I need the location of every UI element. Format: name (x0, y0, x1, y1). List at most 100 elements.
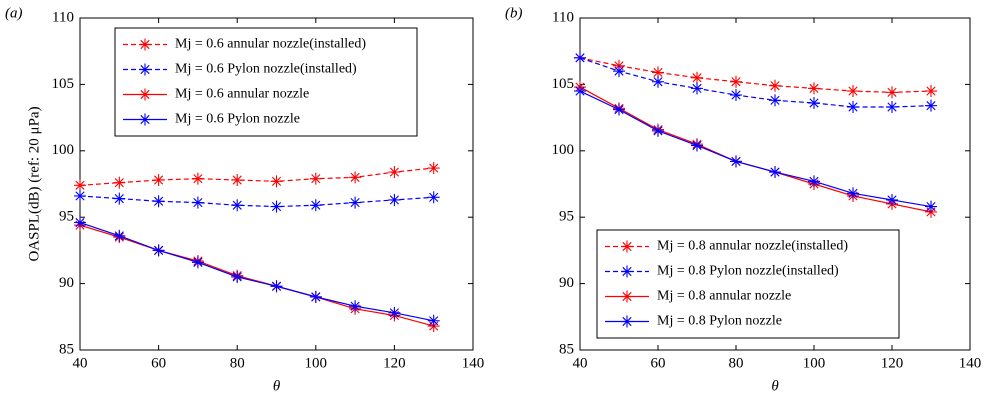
marker (139, 88, 151, 101)
marker-stroke (140, 89, 150, 100)
marker (621, 240, 633, 253)
marker (388, 306, 401, 319)
marker (574, 85, 586, 98)
marker (730, 75, 742, 88)
series-line (579, 86, 932, 213)
marker (427, 191, 440, 204)
x-tick-label: 140 (462, 355, 485, 371)
panel-label: (a) (5, 5, 23, 21)
marker-stroke (311, 292, 321, 302)
marker (309, 290, 322, 303)
marker-stroke (622, 291, 632, 302)
x-tick-label: 140 (959, 355, 982, 371)
panel-label: (b) (505, 5, 523, 21)
legend-label: Mj = 0.6 annular nozzle(installed) (175, 37, 366, 52)
marker-stroke (809, 98, 819, 108)
x-tick-label: 80 (729, 355, 744, 371)
marker (886, 100, 898, 113)
legend-label: Mj = 0.8 annular nozzle(installed) (657, 239, 848, 254)
marker-stroke (692, 140, 702, 151)
x-axis-label: θ (273, 378, 281, 394)
marker-stroke (614, 66, 624, 76)
marker-stroke (848, 86, 858, 96)
marker-stroke (809, 176, 819, 186)
marker (231, 174, 244, 187)
x-tick-label: 120 (881, 355, 904, 371)
marker (691, 139, 703, 152)
marker-stroke (154, 175, 164, 185)
marker-stroke (232, 175, 242, 185)
series-line (579, 90, 932, 208)
marker-stroke (926, 101, 936, 111)
marker (139, 63, 151, 76)
marker (769, 166, 781, 179)
marker-stroke (848, 102, 858, 112)
plot-frame (579, 17, 971, 351)
marker-stroke (622, 316, 632, 327)
x-tick-label: 40 (573, 355, 588, 371)
marker (231, 270, 244, 283)
series-line (579, 57, 932, 93)
legend: Mj = 0.6 annular nozzle(installed) Mj = 0… (114, 27, 418, 137)
marker-stroke (653, 67, 663, 78)
x-tick-label: 60 (151, 355, 166, 371)
marker (847, 187, 859, 200)
marker-stroke (114, 231, 124, 241)
marker (152, 195, 165, 208)
marker (74, 189, 86, 202)
marker (427, 162, 440, 175)
marker (808, 175, 820, 188)
legend-label: Mj = 0.8 annular nozzle (657, 289, 791, 304)
marker (113, 192, 126, 205)
marker (388, 166, 401, 179)
marker-stroke (848, 188, 858, 198)
marker-stroke (926, 201, 936, 212)
marker (309, 172, 322, 185)
marker-stroke (389, 195, 399, 205)
marker-stroke (575, 53, 585, 63)
marker-stroke (389, 167, 399, 177)
y-tick-label: 110 (52, 9, 74, 25)
legend-box (596, 229, 900, 339)
marker (427, 314, 440, 327)
marker-stroke (350, 301, 360, 311)
marker-stroke (692, 73, 702, 83)
marker (113, 229, 126, 242)
marker (886, 86, 898, 99)
x-tick-label: 60 (651, 355, 666, 371)
legend-label: Mj = 0.6 Pylon nozzle (175, 112, 300, 127)
marker-stroke (140, 114, 150, 125)
marker (349, 196, 362, 209)
marker (613, 65, 625, 78)
legend-label: Mj = 0.8 Pylon nozzle (657, 314, 782, 329)
y-tick-label: 95 (559, 209, 574, 225)
marker-stroke (770, 81, 780, 91)
series-line (79, 167, 434, 186)
marker (139, 38, 151, 51)
y-axis-label: OASPL(dB) (ref: 20 μPa) (26, 106, 42, 261)
marker-stroke (887, 195, 897, 205)
marker (652, 124, 664, 137)
marker (769, 94, 781, 107)
marker (652, 75, 664, 88)
marker (847, 85, 859, 98)
marker (808, 82, 820, 95)
marker (574, 51, 586, 64)
marker (925, 99, 937, 112)
marker-stroke (271, 176, 282, 186)
marker-stroke (614, 105, 624, 115)
x-tick-label: 40 (73, 355, 88, 371)
marker-stroke (887, 87, 897, 97)
marker-stroke (926, 86, 936, 96)
marker-stroke (140, 39, 150, 50)
marker (139, 113, 151, 126)
marker (621, 265, 633, 278)
x-tick-label: 100 (803, 355, 826, 371)
y-tick-label: 85 (59, 341, 74, 357)
marker-stroke (75, 191, 85, 201)
marker-stroke (75, 180, 85, 190)
marker (769, 79, 781, 92)
marker-stroke (770, 167, 780, 177)
y-tick-label: 110 (552, 9, 574, 25)
